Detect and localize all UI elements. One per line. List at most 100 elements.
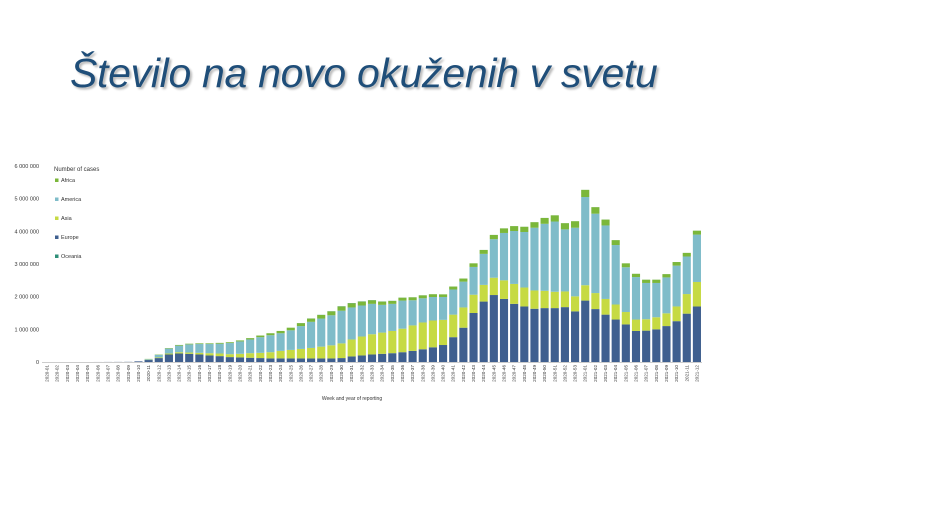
x-tick-label: 2020-18	[217, 365, 222, 382]
x-tick-label: 2020-46	[502, 365, 507, 382]
x-tick-label: 2020-16	[197, 365, 202, 382]
bar-segment-africa	[672, 262, 681, 266]
legend-title: Number of cases	[54, 167, 99, 173]
bar-segment-america	[571, 227, 580, 297]
bar-segment-africa	[185, 343, 194, 345]
bar-segment-asia	[175, 352, 184, 354]
x-tick-label: 2020-26	[298, 365, 303, 382]
bar-segment-america	[560, 229, 569, 292]
bar-segment-europe	[469, 313, 478, 362]
bar-segment-europe	[560, 307, 569, 362]
bar-segment-asia	[571, 296, 580, 312]
bar-segment-africa	[510, 226, 519, 232]
bar-segment-africa	[205, 343, 214, 345]
bar-segment-america	[489, 239, 498, 278]
x-tick-label: 2020-07	[106, 365, 111, 382]
bar-segment-america	[642, 282, 651, 320]
bar-segment-america	[408, 300, 417, 326]
bar-segment-asia	[388, 330, 397, 354]
x-tick-label: 2020-21	[248, 365, 253, 382]
bar-segment-america	[581, 197, 590, 286]
bar-segment-europe	[581, 300, 590, 362]
bar-segment-africa	[449, 286, 458, 290]
x-tick-label: 2020-11	[146, 365, 151, 382]
bar-segment-america	[499, 232, 509, 281]
bar-segment-africa	[642, 279, 651, 283]
x-tick-label: 2020-24	[278, 365, 283, 382]
bar-segment-europe	[367, 354, 377, 362]
x-tick-label: 2020-35	[390, 365, 395, 382]
bar-segment-asia	[489, 277, 498, 296]
x-tick-label: 2020-19	[227, 365, 232, 382]
bar-segment-america	[510, 231, 519, 284]
bar-segment-europe	[276, 358, 285, 362]
x-tick-label: 2020-14	[177, 365, 182, 382]
x-tick-label: 2020-01	[45, 365, 50, 382]
bar-segment-europe	[591, 309, 600, 362]
bar-segment-europe	[317, 358, 326, 362]
bar-segment-africa	[347, 303, 356, 308]
bar-segment-america	[662, 277, 671, 314]
bar-segment-africa	[175, 345, 184, 346]
bar-segment-asia	[256, 352, 265, 359]
bar-segment-asia	[530, 290, 539, 309]
bar-segment-europe	[408, 350, 417, 362]
bar-segment-asia	[286, 349, 295, 359]
x-tick-label: 2020-53	[573, 365, 578, 382]
x-tick-label: 2020-13	[166, 365, 171, 382]
x-tick-label: 2020-48	[522, 365, 527, 382]
bar-segment-africa	[256, 335, 265, 338]
bar-segment-america	[652, 282, 661, 318]
bar-segment-america	[215, 343, 224, 354]
bar-segment-africa	[378, 301, 387, 305]
bar-segment-america	[205, 344, 214, 354]
bar-segment-asia	[652, 317, 661, 330]
bar-segment-asia	[185, 352, 194, 354]
x-tick-label: 2020-52	[562, 365, 567, 382]
x-tick-label: 2020-30	[339, 365, 344, 382]
bar-segment-europe	[672, 321, 681, 362]
bar-segment-asia	[276, 350, 285, 359]
bar-segment-europe	[642, 330, 651, 362]
x-axis-title: Week and year of reporting	[322, 396, 382, 402]
bar-segment-europe	[489, 295, 498, 362]
bar-segment-asia	[672, 306, 681, 322]
bar-segment-africa	[266, 333, 275, 336]
bar-segment-africa	[388, 300, 397, 304]
bar-segment-america	[530, 227, 539, 291]
x-tick-label: 2020-33	[370, 365, 375, 382]
bar-segment-america	[195, 344, 204, 353]
x-tick-label: 2021-04	[613, 365, 618, 382]
x-tick-label: 2020-04	[75, 365, 80, 382]
y-tick-label: 6 000 000	[15, 164, 39, 170]
bar-segment-asia	[682, 294, 691, 314]
bar-segment-asia	[266, 352, 275, 359]
bar-segment-america	[428, 296, 437, 321]
bar-segment-europe	[286, 358, 295, 362]
bar-segment-africa	[195, 343, 204, 345]
bar-segment-asia	[418, 322, 427, 350]
bar-segment-europe	[357, 355, 366, 362]
x-tick-label: 2021-07	[644, 365, 649, 382]
bar-segment-asia	[591, 293, 600, 310]
bar-segment-america	[398, 300, 407, 329]
bar-segment-europe	[398, 352, 407, 362]
bar-segment-africa	[591, 207, 600, 214]
bar-segment-america	[621, 267, 630, 313]
x-tick-label: 2020-12	[156, 365, 161, 382]
bar-segment-asia	[296, 348, 305, 359]
x-tick-label: 2021-10	[674, 365, 679, 382]
bar-segment-asia	[307, 347, 316, 359]
bar-segment-africa	[520, 226, 529, 232]
x-tick-label: 2020-03	[65, 365, 70, 382]
y-tick-label: 5 000 000	[15, 197, 39, 203]
bar-segment-africa	[530, 222, 539, 228]
x-tick-label: 2020-27	[309, 365, 314, 382]
legend-swatch-europe	[55, 235, 59, 239]
bar-segment-europe	[571, 311, 580, 362]
bar-segment-europe	[682, 313, 691, 362]
bar-segment-africa	[327, 311, 336, 316]
bar-segment-asia	[621, 312, 630, 325]
bar-segment-asia	[662, 313, 671, 327]
x-tick-label: 2020-37	[410, 365, 415, 382]
